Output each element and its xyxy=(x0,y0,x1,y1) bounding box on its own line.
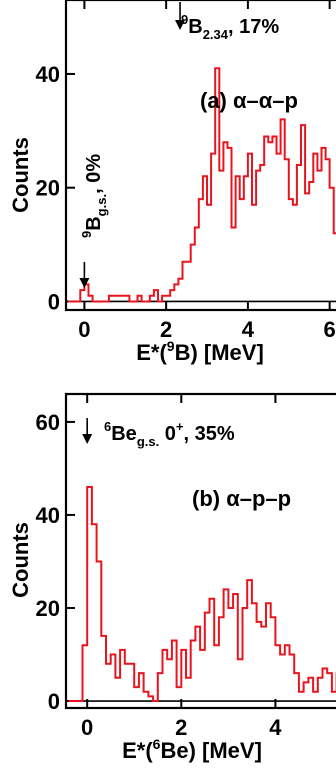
x-title-b-sup: 6 xyxy=(153,736,161,752)
histogram-line-a xyxy=(68,67,336,303)
histogram-line-b xyxy=(68,486,336,702)
annotation-be6-gs-sup2: + xyxy=(176,419,184,434)
annotation-b9-gs-sub: g.s. xyxy=(94,194,109,216)
y-axis-title-a: Counts xyxy=(8,137,33,213)
annotation-b9-gs: 9Bg.s., 0% xyxy=(79,154,109,238)
y-axis-title-b: Counts xyxy=(8,522,33,598)
y-tick-label-b: 20 xyxy=(36,596,60,621)
y-tick-label-b: 0 xyxy=(48,689,60,714)
plot-frame-b xyxy=(64,392,336,710)
x-title-a-pre: E*( xyxy=(136,340,167,365)
x-tick-label-a: 6 xyxy=(324,317,336,342)
x-title-b-post: Be) [MeV] xyxy=(160,738,261,763)
panel-label-a: (a) α–α–p xyxy=(200,88,298,113)
annotation-b9-gs-label: B xyxy=(83,216,105,230)
ticks-a: 0 2 4 6 0 20 40 xyxy=(36,0,336,342)
y-tick-label-a: 40 xyxy=(36,62,60,87)
state-arrowhead-a xyxy=(79,278,90,288)
x-axis-title-b: E*(6Be) [MeV] xyxy=(122,736,262,763)
annotation-be6-gs-sup: 6 xyxy=(104,419,111,434)
x-title-a-sup: 9 xyxy=(167,338,175,354)
y-tick-label-b: 60 xyxy=(36,410,60,435)
plot-frame-a xyxy=(64,0,336,312)
annotation-b9-gs-suffix: , 0% xyxy=(83,154,105,194)
annotation-b9-234-sub: 2.34 xyxy=(203,27,229,42)
annotation-b9-234: 9B2.34, 17% xyxy=(181,12,279,42)
annotation-be6-gs-label: Be xyxy=(111,423,137,445)
arrows-b xyxy=(82,418,93,444)
state-arrowhead-b xyxy=(82,434,93,444)
x-title-a-post: B) [MeV] xyxy=(175,340,264,365)
y-tick-label-a: 20 xyxy=(36,176,60,201)
y-tick-label-b: 40 xyxy=(36,503,60,528)
annotation-be6-gs-sub: g.s. xyxy=(137,434,159,449)
x-title-b-pre: E*( xyxy=(122,738,153,763)
annotation-be6-gs-suffix2: , 35% xyxy=(184,423,235,445)
annotation-b9-234-label: B xyxy=(188,16,202,38)
x-tick-label-b: 4 xyxy=(269,715,282,740)
annotation-b9-234-sup: 9 xyxy=(181,12,188,27)
y-tick-label-a: 0 xyxy=(48,289,60,314)
x-tick-label-a: 2 xyxy=(160,317,172,342)
x-tick-label-b: 0 xyxy=(81,715,93,740)
x-tick-label-a: 4 xyxy=(242,317,255,342)
panel-label-b: (b) α–p–p xyxy=(192,486,291,511)
x-tick-label-b: 2 xyxy=(175,715,187,740)
annotation-b9-gs-sup: 9 xyxy=(79,231,94,238)
state-arrowhead-a xyxy=(175,20,186,30)
x-tick-label-a: 0 xyxy=(78,317,90,342)
annotation-be6-gs-suffix: 0 xyxy=(159,423,176,445)
arrows-a xyxy=(79,2,186,288)
annotation-be6-gs: 6Beg.s. 0+, 35% xyxy=(104,419,235,449)
annotation-b9-234-suffix: , 17% xyxy=(228,16,279,38)
x-axis-title-a: E*(9B) [MeV] xyxy=(136,338,264,365)
